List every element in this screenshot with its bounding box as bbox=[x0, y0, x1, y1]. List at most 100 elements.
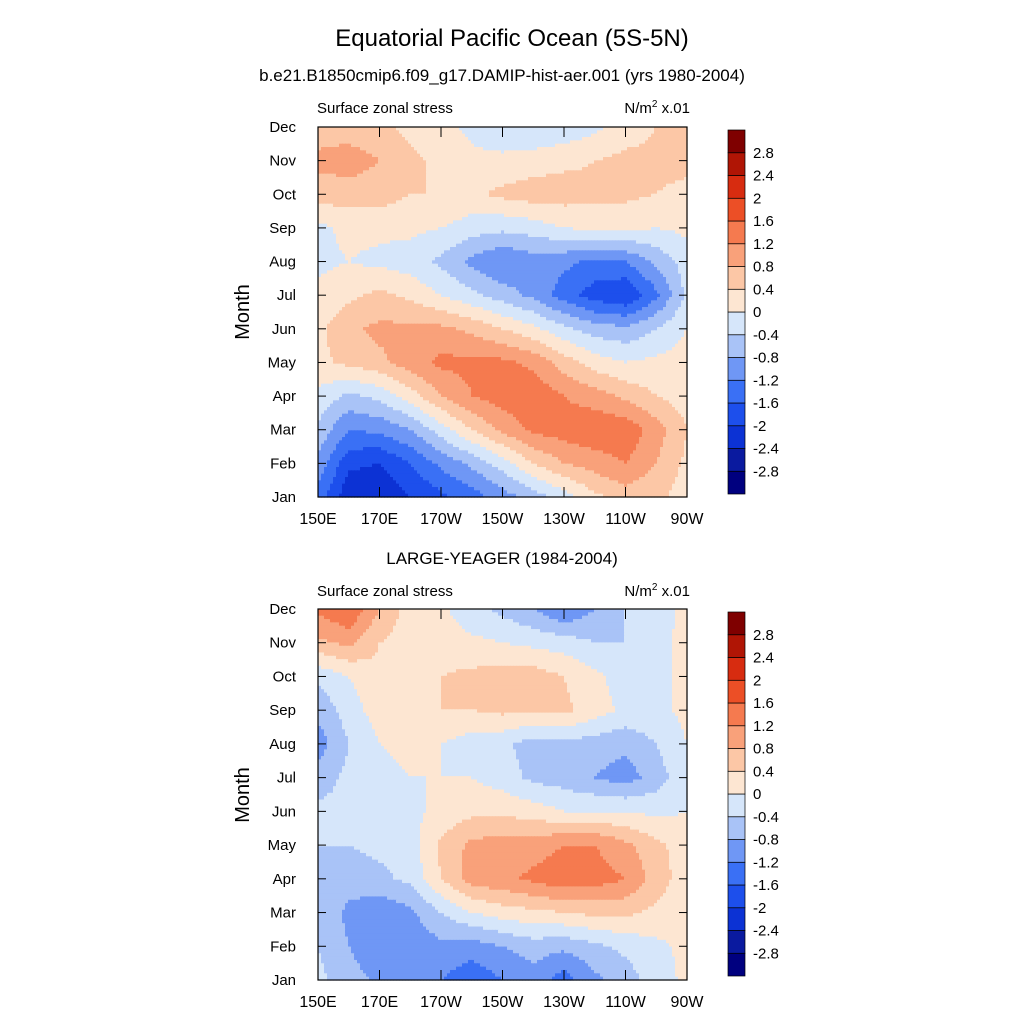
heatmap-cell bbox=[318, 183, 322, 188]
heatmap-cell bbox=[600, 187, 604, 191]
heatmap-cell bbox=[441, 150, 445, 155]
heatmap-cell bbox=[600, 170, 604, 175]
heatmap-cell bbox=[579, 163, 583, 168]
heatmap-cell bbox=[681, 187, 685, 191]
heatmap-cell bbox=[504, 197, 508, 201]
heatmap-cell bbox=[372, 177, 376, 181]
heatmap-cell bbox=[633, 157, 637, 161]
heatmap-cell bbox=[507, 140, 511, 145]
heatmap-cell bbox=[642, 150, 646, 155]
heatmap-cell bbox=[474, 180, 478, 185]
heatmap-cell bbox=[621, 130, 625, 135]
heatmap-cell bbox=[582, 193, 586, 198]
heatmap-cell bbox=[645, 147, 649, 151]
heatmap-cell bbox=[375, 197, 379, 201]
heatmap-cell bbox=[435, 137, 439, 141]
heatmap-cell bbox=[534, 133, 538, 138]
heatmap-cell bbox=[510, 150, 514, 155]
heatmap-cell bbox=[459, 170, 463, 175]
heatmap-cell bbox=[501, 143, 505, 148]
heatmap-cell bbox=[645, 187, 649, 191]
heatmap-cell bbox=[489, 137, 493, 141]
heatmap-cell bbox=[528, 150, 532, 155]
heatmap-cell bbox=[372, 150, 376, 155]
heatmap-cell bbox=[327, 127, 331, 131]
heatmap-cell bbox=[591, 137, 595, 141]
heatmap-cell bbox=[360, 183, 364, 188]
heatmap-cell bbox=[435, 153, 439, 158]
heatmap-cell bbox=[657, 137, 661, 141]
heatmap-cell bbox=[423, 150, 427, 155]
heatmap-cell bbox=[525, 143, 529, 148]
heatmap-cell bbox=[357, 153, 361, 158]
heatmap-cell bbox=[516, 177, 520, 181]
heatmap-cell bbox=[438, 177, 442, 181]
heatmap-cell bbox=[339, 127, 343, 131]
heatmap-cell bbox=[681, 150, 685, 155]
heatmap-cell bbox=[543, 170, 547, 175]
heatmap-cell bbox=[468, 147, 472, 151]
heatmap-cell bbox=[384, 170, 388, 175]
heatmap-cell bbox=[387, 130, 391, 135]
heatmap-cell bbox=[681, 193, 685, 198]
heatmap-cell bbox=[486, 157, 490, 161]
heatmap-cell bbox=[378, 160, 382, 165]
heatmap-cell bbox=[435, 173, 439, 178]
heatmap-cell bbox=[546, 150, 550, 155]
heatmap-cell bbox=[432, 197, 436, 201]
heatmap-cell bbox=[450, 130, 454, 135]
heatmap-cell bbox=[669, 147, 673, 151]
heatmap-cell bbox=[318, 127, 322, 131]
heatmap-cell bbox=[684, 183, 688, 188]
heatmap-cell bbox=[666, 183, 670, 188]
heatmap-cell bbox=[564, 133, 568, 138]
heatmap-cell bbox=[339, 163, 343, 168]
heatmap-cell bbox=[600, 190, 604, 195]
heatmap-cell bbox=[435, 157, 439, 161]
heatmap-cell bbox=[399, 193, 403, 198]
heatmap-cell bbox=[321, 130, 325, 135]
heatmap-cell bbox=[414, 193, 418, 198]
heatmap-cell bbox=[669, 173, 673, 178]
heatmap-cell bbox=[666, 190, 670, 195]
heatmap-cell bbox=[453, 157, 457, 161]
heatmap-cell bbox=[534, 140, 538, 145]
heatmap-cell bbox=[348, 143, 352, 148]
heatmap-cell bbox=[558, 193, 562, 198]
heatmap-cell bbox=[624, 160, 628, 165]
heatmap-cell bbox=[441, 190, 445, 195]
heatmap-cell bbox=[366, 167, 370, 171]
heatmap-cell bbox=[378, 163, 382, 168]
heatmap-cell bbox=[480, 170, 484, 175]
heatmap-cell bbox=[600, 160, 604, 165]
heatmap-cell bbox=[456, 193, 460, 198]
heatmap-cell bbox=[543, 150, 547, 155]
heatmap-cell bbox=[405, 167, 409, 171]
heatmap-cell bbox=[450, 140, 454, 145]
heatmap-cell bbox=[639, 137, 643, 141]
heatmap-cell bbox=[489, 167, 493, 171]
heatmap-cell bbox=[375, 150, 379, 155]
heatmap-cell bbox=[564, 140, 568, 145]
heatmap-cell bbox=[405, 127, 409, 131]
heatmap-cell bbox=[324, 183, 328, 188]
heatmap-cell bbox=[612, 193, 616, 198]
heatmap-cell bbox=[396, 173, 400, 178]
heatmap-cell bbox=[642, 137, 646, 141]
heatmap-cell bbox=[513, 147, 517, 151]
heatmap-cell bbox=[447, 167, 451, 171]
heatmap-cell bbox=[483, 187, 487, 191]
heatmap-cell bbox=[645, 160, 649, 165]
heatmap-cell bbox=[366, 150, 370, 155]
heatmap-cell bbox=[663, 180, 667, 185]
heatmap-cell bbox=[600, 140, 604, 145]
heatmap-cell bbox=[471, 187, 475, 191]
heatmap-cell bbox=[459, 137, 463, 141]
heatmap-cell bbox=[615, 180, 619, 185]
heatmap-cell bbox=[456, 147, 460, 151]
heatmap-cell bbox=[546, 160, 550, 165]
heatmap-cell bbox=[591, 133, 595, 138]
heatmap-cell bbox=[369, 173, 373, 178]
heatmap-cell bbox=[468, 170, 472, 175]
heatmap-cell bbox=[432, 167, 436, 171]
